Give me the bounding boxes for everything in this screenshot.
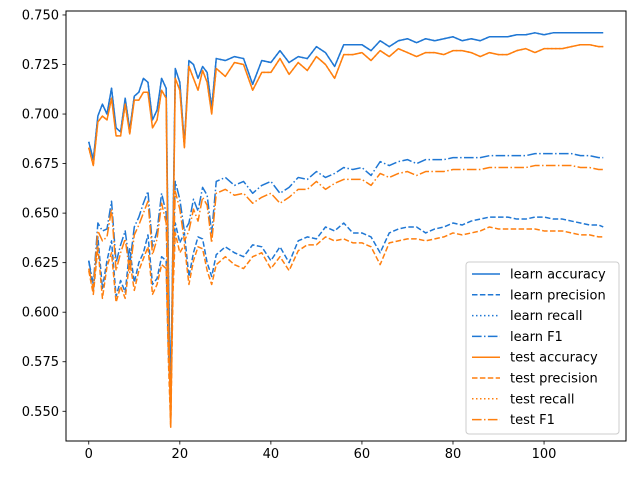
legend-label: learn accuracy	[510, 268, 606, 283]
series-line-8	[88, 164, 604, 420]
y-tick-label: 0.675	[22, 157, 59, 172]
series-line-5	[88, 43, 604, 428]
x-tick-label: 20	[172, 447, 189, 462]
x-tick-label: 80	[445, 447, 462, 462]
x-tick-label: 40	[263, 447, 280, 462]
series-layer	[88, 32, 604, 428]
legend-label: test recall	[510, 392, 575, 407]
y-tick-label: 0.725	[22, 58, 59, 73]
y-tick-label: 0.550	[22, 405, 59, 420]
x-tick-label: 0	[85, 447, 93, 462]
x-tick-label: 100	[532, 447, 557, 462]
legend-label: test accuracy	[510, 351, 598, 366]
plot-frame	[65, 10, 627, 442]
y-axis: 0.550 0.575 0.600 0.625 0.650 0.675 0.700 0.725…	[22, 8, 66, 420]
y-tick-label: 0.575	[22, 355, 59, 370]
series-line-4	[88, 152, 604, 401]
legend: learn accuracy learn precision learn recal…	[465, 261, 620, 435]
series-line-6	[88, 226, 604, 428]
legend-label: learn F1	[510, 330, 563, 345]
series-line-2	[88, 216, 604, 403]
legend-label: learn recall	[510, 309, 582, 324]
legend-label: learn precision	[510, 288, 606, 303]
x-tick-label: 60	[354, 447, 371, 462]
y-tick-label: 0.750	[22, 8, 59, 23]
legend-label: test F1	[510, 413, 555, 428]
legend-label: test precision	[510, 372, 598, 387]
y-tick-label: 0.650	[22, 207, 59, 222]
y-tick-label: 0.625	[22, 256, 59, 271]
legend-box	[465, 261, 620, 435]
y-tick-label: 0.600	[22, 306, 59, 321]
x-axis: 0 20 40 60 80 100	[85, 441, 557, 462]
y-tick-label: 0.700	[22, 108, 59, 123]
series-line-1	[88, 32, 604, 407]
